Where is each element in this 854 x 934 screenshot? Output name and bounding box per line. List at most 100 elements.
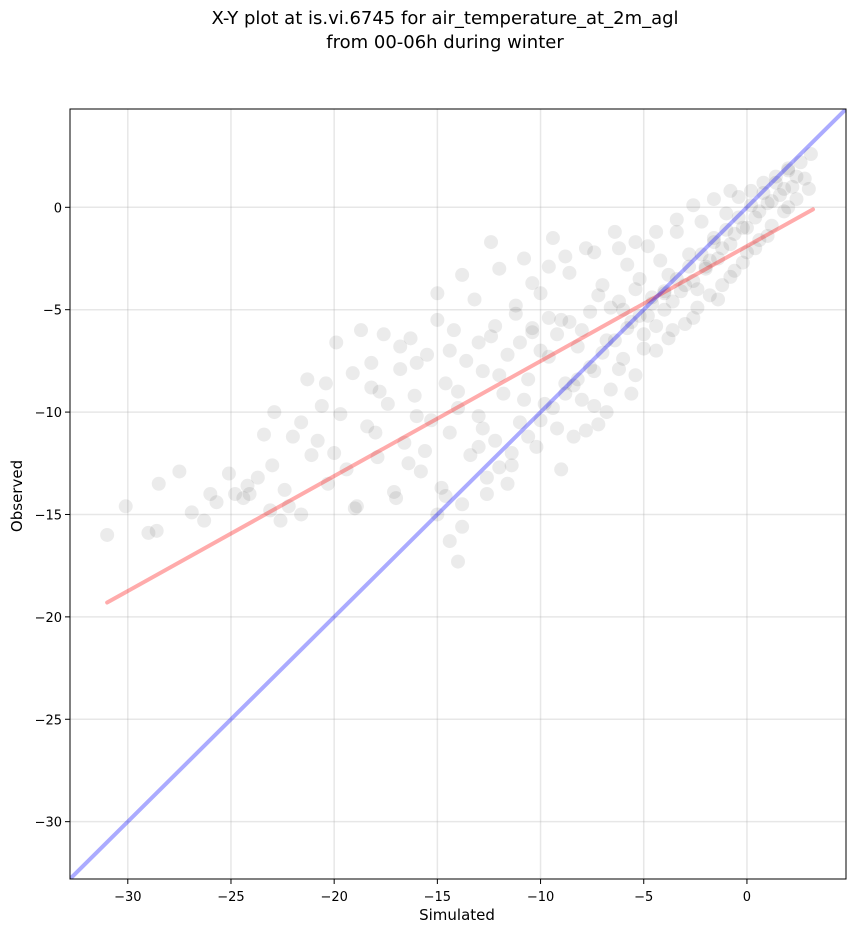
scatter-point bbox=[339, 462, 354, 477]
y-tick-label: −25 bbox=[35, 713, 62, 728]
scatter-point bbox=[257, 427, 271, 442]
scatter-point bbox=[558, 386, 573, 401]
identity-line bbox=[70, 109, 846, 879]
scatter-point bbox=[578, 241, 593, 256]
scatter-point bbox=[407, 388, 422, 403]
scatter-point bbox=[570, 372, 585, 387]
scatter-point bbox=[430, 312, 445, 327]
scatter-point bbox=[673, 284, 688, 299]
scatter-point bbox=[545, 231, 560, 246]
scatter-point bbox=[537, 396, 552, 411]
scatter-point bbox=[558, 249, 573, 264]
scatter-point bbox=[702, 253, 717, 268]
scatter-point bbox=[706, 235, 721, 250]
scatter-point bbox=[711, 251, 726, 266]
scatter-point bbox=[764, 218, 779, 233]
scatter-point bbox=[475, 421, 490, 436]
scatter-point bbox=[657, 302, 672, 317]
scatter-point bbox=[360, 419, 375, 434]
scatter-point bbox=[401, 456, 416, 471]
scatter-point bbox=[587, 364, 602, 379]
scatter-point bbox=[682, 247, 697, 262]
scatter-point bbox=[649, 224, 664, 239]
scatter-point bbox=[455, 267, 470, 282]
scatter-point bbox=[599, 405, 614, 420]
scatter-point bbox=[574, 392, 589, 407]
scatter-point bbox=[739, 220, 754, 235]
plot-frame bbox=[69, 108, 847, 880]
scatter-point bbox=[370, 450, 385, 465]
scatter-point bbox=[525, 321, 540, 336]
scatter-point bbox=[294, 507, 309, 522]
x-tick-label: 0 bbox=[743, 890, 751, 905]
scatter-point bbox=[620, 257, 635, 272]
scatter-point bbox=[442, 534, 457, 549]
scatter-point bbox=[517, 251, 532, 266]
scatter-point bbox=[611, 294, 626, 309]
scatter-point bbox=[345, 366, 360, 381]
chart-title-line-1: X-Y plot at is.vi.6745 for air_temperatu… bbox=[211, 8, 678, 29]
scatter-point bbox=[467, 292, 482, 307]
scatter-point bbox=[504, 446, 519, 461]
scatter-point bbox=[533, 343, 548, 358]
y-tick-label: −30 bbox=[35, 816, 62, 831]
scatter-point bbox=[438, 376, 453, 391]
scatter-point bbox=[455, 519, 470, 534]
scatter-point bbox=[354, 323, 368, 338]
scatter-point bbox=[628, 368, 643, 383]
scatter-point bbox=[471, 335, 486, 350]
scatter-point bbox=[803, 147, 818, 162]
scatter-point bbox=[430, 507, 445, 522]
scatter-point bbox=[760, 228, 775, 243]
x-tick-label: −30 bbox=[114, 890, 141, 905]
chart-title-line-2: from 00-06h during winter bbox=[326, 32, 564, 53]
scatter-point bbox=[492, 368, 507, 383]
x-tick-label: −25 bbox=[217, 890, 244, 905]
scatter-point bbox=[475, 364, 490, 379]
scatter-point bbox=[632, 308, 647, 323]
scatter-point bbox=[521, 372, 536, 387]
scatter-point bbox=[471, 409, 486, 424]
scatter-point bbox=[529, 439, 544, 454]
scatter-point bbox=[242, 487, 257, 501]
scatter-point bbox=[657, 284, 672, 299]
scatter-point bbox=[250, 470, 265, 485]
scatter-point bbox=[310, 433, 325, 448]
scatter-point bbox=[723, 269, 738, 284]
scatter-point bbox=[793, 155, 808, 170]
y-axis-ticks: −30 −25 −20 −15 −10 −5 0 bbox=[35, 201, 70, 831]
scatter-point bbox=[735, 220, 750, 235]
scatter-point bbox=[744, 183, 759, 198]
y-tick-label: 0 bbox=[54, 201, 62, 216]
scatter-point bbox=[752, 233, 767, 248]
scatter-point bbox=[768, 169, 783, 184]
scatter-point bbox=[409, 409, 424, 424]
scatter-point bbox=[665, 294, 680, 309]
scatter-point bbox=[500, 347, 515, 362]
scatter-point bbox=[587, 245, 602, 260]
scatter-point bbox=[611, 362, 626, 377]
scatter-point bbox=[781, 200, 796, 215]
scatter-point bbox=[504, 458, 519, 473]
scatter-point bbox=[451, 400, 465, 415]
scatter-point bbox=[760, 196, 775, 211]
scatter-point bbox=[265, 458, 280, 473]
scatter-point bbox=[583, 304, 598, 319]
scatter-point bbox=[141, 525, 156, 540]
scatter-point bbox=[645, 296, 659, 311]
scatter-point bbox=[236, 491, 251, 506]
scatter-point bbox=[397, 435, 412, 450]
scatter-point bbox=[723, 237, 738, 252]
scatter-point bbox=[578, 423, 593, 438]
scatter-point bbox=[512, 415, 527, 430]
scatter-point bbox=[748, 210, 763, 225]
scatter-point bbox=[446, 323, 461, 338]
scatter-point bbox=[314, 398, 329, 413]
scatter-point bbox=[628, 282, 643, 297]
scatter-point bbox=[294, 415, 309, 430]
scatter-point bbox=[281, 499, 296, 514]
scatter-point bbox=[151, 476, 166, 491]
scatter-point bbox=[624, 386, 639, 401]
scatter-point bbox=[277, 482, 292, 497]
scatter-point bbox=[533, 286, 548, 301]
